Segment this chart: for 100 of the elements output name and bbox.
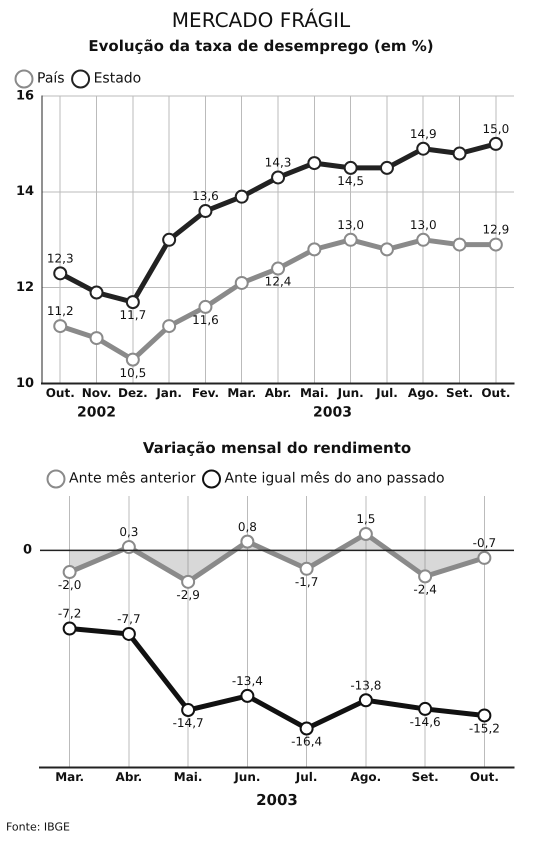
x-tick-label: Set. bbox=[446, 386, 474, 400]
x-tick-label: Out. bbox=[46, 386, 75, 400]
data-label: 12,4 bbox=[264, 274, 292, 289]
data-label: 12,9 bbox=[482, 222, 510, 237]
point bbox=[62, 565, 77, 580]
point bbox=[181, 574, 196, 589]
x-tick-label: Nov. bbox=[82, 386, 112, 400]
point bbox=[234, 190, 249, 204]
data-label: -7,7 bbox=[117, 612, 141, 626]
point bbox=[162, 319, 176, 334]
point bbox=[344, 232, 358, 247]
x-tick-label: Dez. bbox=[118, 386, 148, 400]
point bbox=[271, 170, 286, 184]
point bbox=[416, 232, 430, 247]
y-tick-label: 14 bbox=[16, 184, 34, 200]
x-tick-label: Jan. bbox=[155, 386, 182, 400]
legend-label: Ante mês anterior bbox=[69, 470, 196, 487]
point bbox=[181, 703, 196, 718]
point bbox=[126, 295, 140, 310]
point bbox=[53, 266, 68, 280]
point bbox=[90, 331, 104, 346]
point bbox=[53, 319, 68, 334]
point bbox=[418, 569, 432, 584]
point bbox=[488, 136, 503, 151]
data-label: -14,6 bbox=[410, 715, 441, 730]
ref-line-label: 0 bbox=[22, 542, 32, 558]
point bbox=[122, 626, 136, 641]
point bbox=[240, 534, 254, 549]
point bbox=[452, 146, 467, 161]
x-tick-label: Mai. bbox=[300, 386, 329, 400]
x-tick-label: Abr. bbox=[264, 386, 292, 400]
point bbox=[380, 242, 394, 256]
point bbox=[271, 262, 286, 276]
y-tick-label: 12 bbox=[16, 280, 34, 296]
data-label: 12,3 bbox=[46, 251, 74, 266]
legend-label: Estado bbox=[94, 70, 142, 87]
data-label: -2,0 bbox=[58, 578, 82, 592]
legend-label: País bbox=[37, 70, 65, 87]
point bbox=[198, 300, 212, 314]
point bbox=[90, 286, 104, 300]
data-label: 15,0 bbox=[482, 122, 510, 136]
data-label: 14,9 bbox=[410, 126, 437, 141]
data-label: 0,8 bbox=[238, 520, 257, 534]
data-label: 1,5 bbox=[356, 512, 376, 526]
x-tick-label: Mar. bbox=[227, 386, 256, 400]
data-label: 10,5 bbox=[119, 366, 146, 380]
x-tick-label: Mai. bbox=[174, 770, 202, 784]
point bbox=[358, 527, 373, 542]
x-tick-label: Jun. bbox=[233, 770, 260, 784]
data-label: -7,2 bbox=[58, 606, 82, 621]
point bbox=[344, 160, 358, 175]
data-label: -0,7 bbox=[472, 536, 496, 550]
x-tick-label: Abr. bbox=[116, 770, 142, 784]
point bbox=[240, 688, 254, 703]
x-tick-label: Fev. bbox=[192, 386, 220, 400]
x-tick-label: Mar. bbox=[55, 770, 84, 784]
data-label: 11,6 bbox=[192, 313, 219, 328]
x-tick-label: Set. bbox=[412, 770, 439, 784]
point bbox=[477, 708, 492, 722]
y-tick-label: 10 bbox=[16, 376, 34, 391]
y-tick-label: 16 bbox=[16, 88, 34, 104]
point bbox=[477, 550, 492, 565]
data-label: 11,7 bbox=[119, 308, 146, 322]
x-tick-label: Out. bbox=[470, 770, 499, 784]
chart-title: Variação mensal do rendimento bbox=[142, 438, 412, 457]
point bbox=[307, 242, 322, 256]
x-tick-label: Ago. bbox=[408, 386, 439, 400]
point bbox=[307, 156, 322, 170]
data-label: -13,4 bbox=[232, 674, 263, 688]
x-tick-label: Ago. bbox=[350, 770, 382, 784]
data-label: 0,3 bbox=[119, 525, 138, 540]
point bbox=[234, 276, 249, 290]
point bbox=[488, 238, 503, 252]
data-label: 13,6 bbox=[192, 189, 219, 204]
source-note: Fonte: IBGE bbox=[6, 820, 70, 834]
data-label: -16,4 bbox=[291, 734, 322, 749]
text: 2003 bbox=[313, 404, 352, 421]
legend-label: Ante igual mês do ano passado bbox=[224, 470, 445, 487]
text: 2002 bbox=[77, 404, 116, 421]
point bbox=[452, 238, 467, 252]
data-label: 13,0 bbox=[337, 218, 364, 232]
data-label: -1,7 bbox=[294, 574, 318, 589]
point bbox=[418, 702, 432, 716]
data-label: 11,2 bbox=[46, 304, 74, 318]
x-tick-label: Jul. bbox=[294, 770, 318, 784]
chart-subtitle: Evolução da taxa de desemprego (em %) bbox=[88, 36, 434, 55]
data-label: -2,4 bbox=[413, 582, 437, 597]
point bbox=[62, 622, 77, 636]
point bbox=[162, 232, 176, 247]
point bbox=[126, 352, 140, 367]
x-tick-label: Out. bbox=[481, 386, 510, 400]
data-label: -2,9 bbox=[176, 588, 200, 602]
x-axis-title: 2003 bbox=[256, 790, 298, 809]
data-label: 14,3 bbox=[264, 156, 292, 170]
x-tick-label: Jul. bbox=[375, 386, 398, 400]
data-label: 13,0 bbox=[410, 218, 437, 232]
data-label: 14,5 bbox=[337, 174, 364, 188]
point bbox=[358, 693, 373, 708]
data-label: -13,8 bbox=[350, 678, 382, 692]
point bbox=[380, 160, 394, 175]
